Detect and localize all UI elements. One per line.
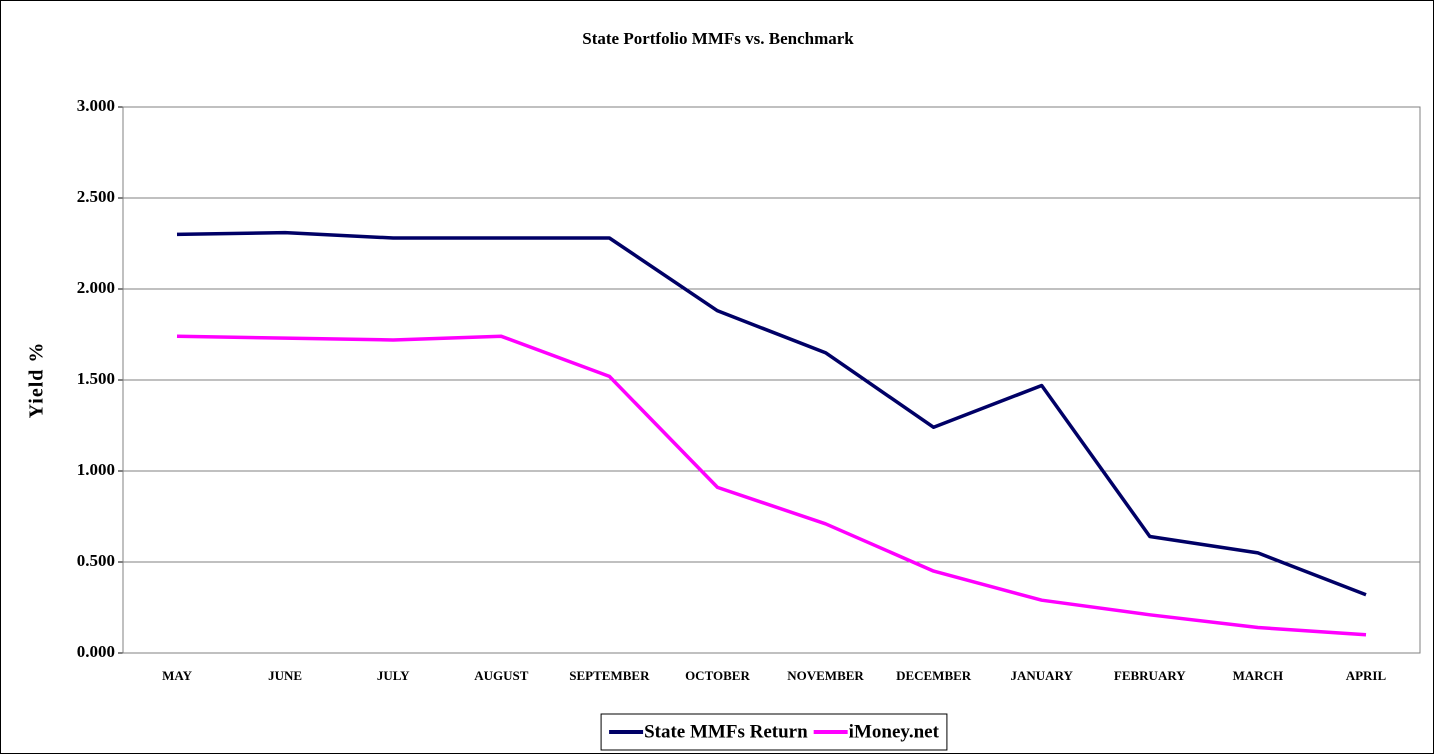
y-tick-label: 0.500: [77, 551, 115, 570]
x-tick-label: JULY: [377, 668, 410, 683]
y-tick-label: 2.500: [77, 187, 115, 206]
x-tick-label: SEPTEMBER: [569, 668, 650, 683]
x-tick-label: JANUARY: [1011, 668, 1074, 683]
plot-area-border: [122, 106, 1421, 654]
x-tick-label: MAY: [162, 668, 192, 683]
y-tick-label: 1.500: [77, 369, 115, 388]
legend-label: State MMFs Return: [644, 721, 808, 742]
series-line: [176, 230, 1367, 597]
legend-box: [600, 713, 948, 751]
y-tick-label: 3.000: [77, 96, 115, 115]
x-tick-label: MARCH: [1233, 668, 1284, 683]
x-tick-label: DECEMBER: [896, 668, 972, 683]
y-tick-label: 0.000: [77, 642, 115, 661]
x-tick-label: APRIL: [1346, 668, 1387, 683]
y-axis-label: Yield %: [26, 342, 48, 419]
x-tick-label: AUGUST: [474, 668, 529, 683]
chart-title: State Portfolio MMFs vs. Benchmark: [582, 29, 854, 48]
y-tick-label: 1.000: [77, 460, 115, 479]
series-line: [176, 334, 1367, 637]
x-tick-label: FEBRUARY: [1114, 668, 1186, 683]
y-tick-label: 2.000: [77, 278, 115, 297]
legend-label: iMoney.net: [849, 721, 940, 742]
x-tick-label: NOVEMBER: [787, 668, 864, 683]
x-tick-label: JUNE: [268, 668, 302, 683]
x-tick-label: OCTOBER: [685, 668, 750, 683]
